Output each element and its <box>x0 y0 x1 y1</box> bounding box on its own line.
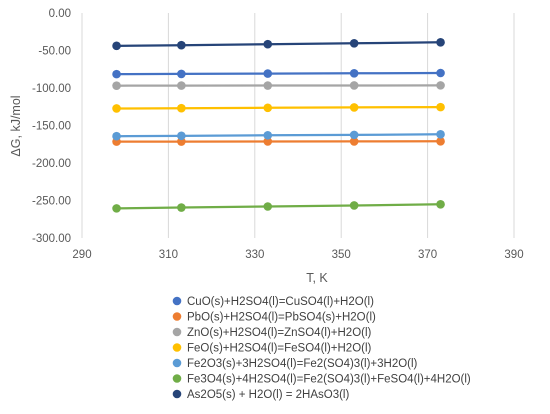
data-point <box>349 39 359 48</box>
data-point <box>177 103 186 113</box>
data-point <box>349 201 359 210</box>
series-points <box>112 38 445 213</box>
data-point <box>263 131 273 140</box>
x-axis-ticks: 290 310 330 350 370 390 <box>72 249 523 261</box>
grid <box>81 13 515 238</box>
legend-marker <box>172 358 182 368</box>
data-point <box>436 38 445 47</box>
legend-marker <box>172 327 182 337</box>
data-point <box>263 202 273 211</box>
series-line-4 <box>116 105 441 110</box>
data-point <box>112 204 121 213</box>
y-tick-label: -100.00 <box>32 83 71 95</box>
data-point <box>112 81 121 90</box>
series-line-1 <box>116 71 441 76</box>
data-point <box>177 131 186 141</box>
legend-marker <box>172 389 182 399</box>
legend-entry: As2O5(s) + H2O(l) = 2HAsO3(l) <box>187 389 349 401</box>
data-point <box>177 69 186 79</box>
y-tick-label: -300.00 <box>32 233 71 245</box>
data-point <box>349 137 359 146</box>
data-point <box>436 81 445 90</box>
y-tick-label: -50.00 <box>38 46 71 58</box>
data-point <box>349 130 359 140</box>
x-tick-label: 370 <box>418 249 437 261</box>
y-tick-label: -200.00 <box>32 158 71 170</box>
legend-marker <box>172 312 182 321</box>
legend-marker <box>172 296 182 306</box>
data-point <box>263 81 273 90</box>
y-tick-label: -250.00 <box>32 196 71 208</box>
legend-entry: Fe3O4(s)+4H2SO4(l)=Fe2(SO4)3(l)+FeSO4(l)… <box>187 374 471 386</box>
data-point <box>349 69 359 78</box>
series-line-5 <box>116 133 441 138</box>
series-line-6 <box>116 203 441 210</box>
data-point <box>436 102 445 112</box>
data-point <box>436 68 445 78</box>
x-axis-title: T, K <box>306 271 328 285</box>
x-tick-label: 350 <box>332 249 351 261</box>
series-lines <box>116 41 441 210</box>
data-point <box>177 203 186 212</box>
data-point <box>436 137 445 146</box>
series-line-7 <box>116 41 441 48</box>
data-point <box>263 137 273 146</box>
data-point <box>263 69 273 78</box>
data-point <box>263 103 273 113</box>
y-axis-ticks: 0.00 -50.00 -100.00 -150.00 -200.00 -250.00 -3… <box>32 8 71 245</box>
data-point <box>112 41 121 51</box>
y-tick-label: 0.00 <box>49 8 71 20</box>
data-point <box>177 81 186 90</box>
legend-entry: ZnO(s)+H2SO4(l)=ZnSO4(l)+H2O(l) <box>187 327 372 339</box>
legend-marker <box>172 374 182 383</box>
data-point <box>112 131 121 141</box>
legend: CuO(s)+H2SO4(l)=CuSO4(l)+H2O(l) PbO(s)+H2… <box>172 296 471 401</box>
data-point <box>349 103 359 112</box>
legend-marker <box>172 343 182 352</box>
data-point <box>112 104 121 113</box>
data-point <box>112 69 121 79</box>
x-tick-label: 290 <box>72 249 91 261</box>
x-tick-label: 310 <box>159 249 178 261</box>
data-point <box>349 81 359 90</box>
legend-entry: PbO(s)+H2SO4(l)=PbSO4(s)+H2O(l) <box>187 312 376 324</box>
x-tick-label: 330 <box>245 249 264 261</box>
legend-entry: Fe2O3(s)+3H2SO4(l)=Fe2(SO4)3(l)+3H2O(l) <box>187 358 418 370</box>
legend-entry: FeO(s)+H2SO4(l)=FeSO4(l)+H2O(l) <box>187 343 372 355</box>
y-axis-title: ΔG, kJ/mol <box>9 95 23 156</box>
legend-entry: CuO(s)+H2SO4(l)=CuSO4(l)+H2O(l) <box>187 296 374 308</box>
data-point <box>436 200 445 209</box>
y-tick-label: -150.00 <box>32 121 71 133</box>
data-point <box>177 40 186 50</box>
data-point <box>436 130 445 139</box>
x-tick-label: 390 <box>504 249 523 261</box>
data-point <box>263 39 273 49</box>
